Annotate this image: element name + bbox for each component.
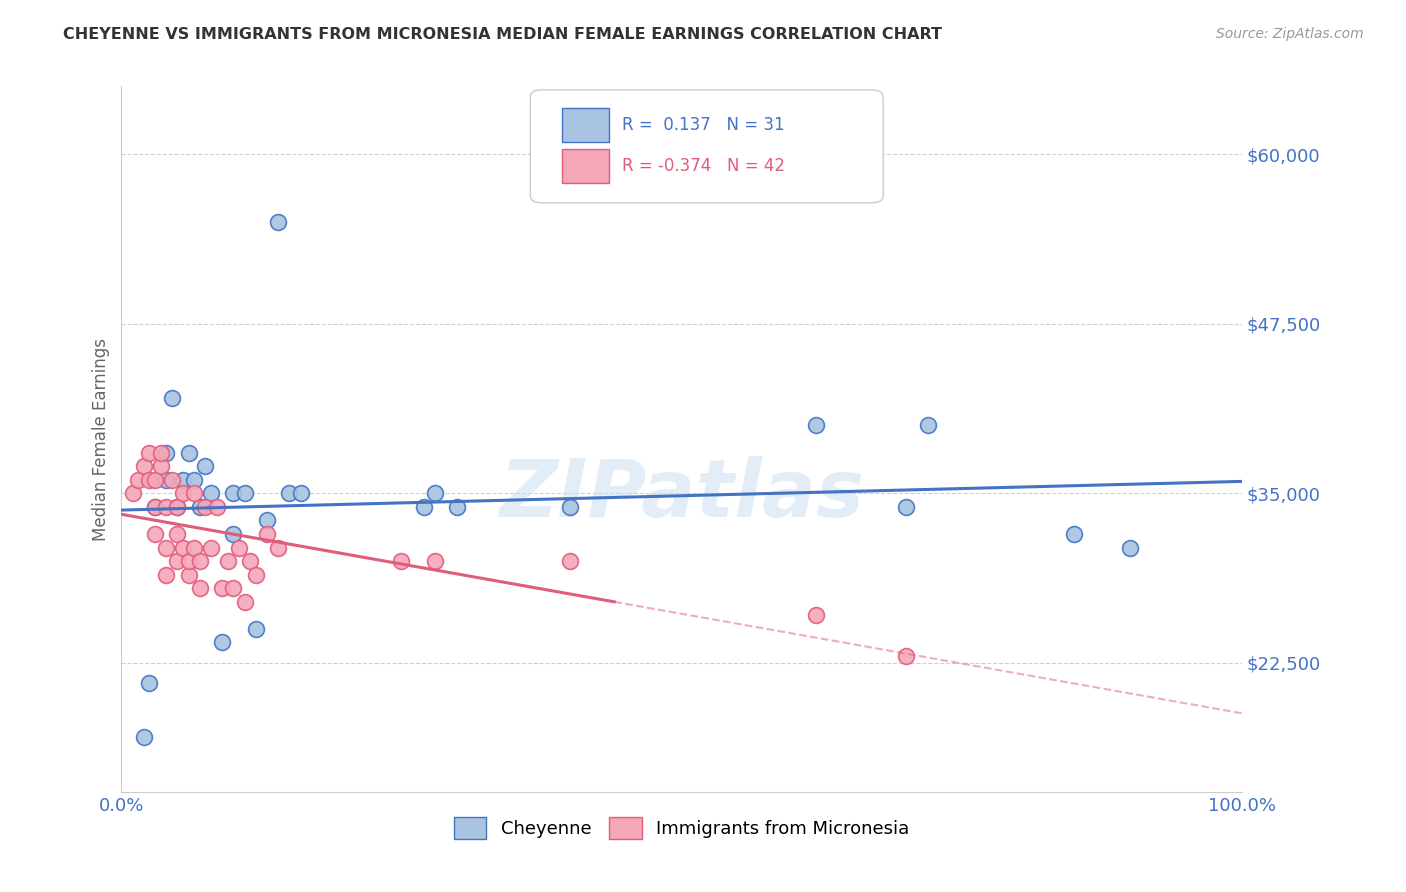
Point (211, 581, 233, 595)
Point (183, 486, 205, 500)
Point (267, 541, 290, 555)
Point (412, 500, 434, 514)
Point (121, 486, 143, 500)
Point (233, 595, 256, 609)
Point (256, 513, 278, 527)
Point (222, 581, 245, 595)
Point (138, 445, 160, 459)
Point (894, 500, 917, 514)
Point (172, 473, 194, 487)
Point (1063, 527, 1085, 541)
Point (423, 554, 446, 568)
Point (558, 554, 581, 568)
Point (143, 473, 166, 487)
Y-axis label: Median Female Earnings: Median Female Earnings (93, 337, 110, 541)
Point (138, 676, 160, 690)
FancyBboxPatch shape (530, 90, 883, 202)
Point (172, 541, 194, 555)
Point (143, 527, 166, 541)
Point (256, 527, 278, 541)
Text: ZIPatlas: ZIPatlas (499, 457, 865, 534)
Point (228, 541, 250, 555)
Point (177, 567, 200, 582)
Point (132, 459, 155, 474)
Point (127, 473, 149, 487)
Point (155, 541, 177, 555)
Point (188, 500, 211, 514)
Text: CHEYENNE VS IMMIGRANTS FROM MICRONESIA MEDIAN FEMALE EARNINGS CORRELATION CHART: CHEYENNE VS IMMIGRANTS FROM MICRONESIA M… (63, 27, 942, 42)
Point (166, 500, 188, 514)
Point (155, 500, 177, 514)
Point (211, 635, 233, 649)
Point (166, 554, 188, 568)
Bar (561, 108, 609, 142)
Point (143, 500, 166, 514)
Point (200, 541, 222, 555)
Point (239, 554, 262, 568)
Point (245, 622, 267, 636)
Point (233, 486, 256, 500)
Legend: Cheyenne, Immigrants from Micronesia: Cheyenne, Immigrants from Micronesia (446, 810, 917, 847)
Point (155, 567, 177, 582)
Point (166, 527, 188, 541)
Point (166, 500, 188, 514)
Point (177, 554, 200, 568)
Point (149, 459, 172, 474)
Point (200, 486, 222, 500)
Point (222, 527, 245, 541)
Point (1118, 541, 1140, 555)
Point (194, 459, 217, 474)
Point (132, 731, 155, 745)
Point (194, 500, 217, 514)
Point (188, 554, 211, 568)
Point (188, 581, 211, 595)
Point (804, 608, 827, 623)
Point (183, 541, 205, 555)
Point (222, 486, 245, 500)
Point (172, 486, 194, 500)
Point (149, 445, 172, 459)
Point (446, 500, 468, 514)
Point (917, 418, 939, 433)
Point (217, 554, 239, 568)
Point (894, 648, 917, 663)
Point (278, 486, 301, 500)
Point (245, 567, 267, 582)
Text: R =  0.137   N = 31: R = 0.137 N = 31 (621, 116, 785, 134)
Point (138, 473, 160, 487)
Point (423, 486, 446, 500)
Text: Source: ZipAtlas.com: Source: ZipAtlas.com (1216, 27, 1364, 41)
Point (160, 473, 183, 487)
Point (267, 215, 290, 229)
Point (155, 445, 177, 459)
Point (155, 473, 177, 487)
Point (391, 554, 413, 568)
Point (290, 486, 312, 500)
Text: R = -0.374   N = 42: R = -0.374 N = 42 (621, 157, 785, 175)
Point (558, 500, 581, 514)
Point (143, 500, 166, 514)
Point (183, 473, 205, 487)
Bar (561, 149, 609, 183)
Point (804, 418, 827, 433)
Point (177, 445, 200, 459)
Point (205, 500, 228, 514)
Point (160, 392, 183, 406)
